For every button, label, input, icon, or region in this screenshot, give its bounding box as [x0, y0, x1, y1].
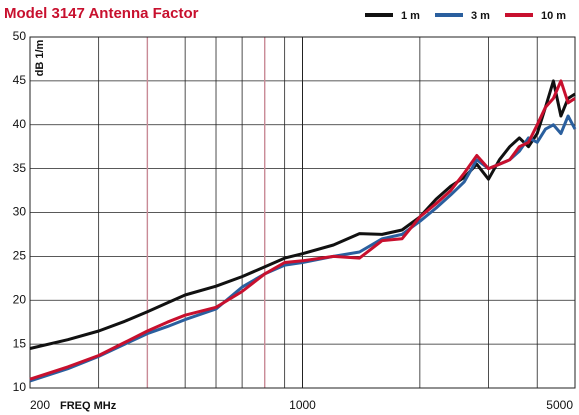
legend-label: 3 m	[471, 10, 490, 22]
y-axis-label: dB 1/m	[34, 39, 46, 76]
x-tick-label: 5000	[546, 398, 573, 412]
y-tick-label: 10	[13, 380, 27, 394]
x-tick-label: 200	[30, 398, 50, 412]
y-tick-label: 25	[13, 249, 27, 263]
y-tick-label: 20	[13, 292, 27, 306]
y-tick-label: 40	[13, 117, 27, 131]
y-tick-label: 15	[13, 336, 27, 350]
legend-label: 10 m	[541, 10, 566, 22]
plot-frame	[29, 36, 576, 389]
y-tick-label: 30	[13, 205, 27, 219]
chart-title: Model 3147 Antenna Factor	[4, 5, 199, 22]
y-tick-label: 45	[13, 73, 27, 87]
series-line	[29, 79, 576, 350]
y-tick-label: 35	[13, 161, 27, 175]
legend-label: 1 m	[401, 10, 420, 22]
series-line	[29, 79, 576, 381]
y-tick-label: 50	[13, 29, 27, 43]
x-tick-label: 1000	[289, 398, 316, 412]
x-axis-label: FREQ MHz	[60, 400, 117, 412]
